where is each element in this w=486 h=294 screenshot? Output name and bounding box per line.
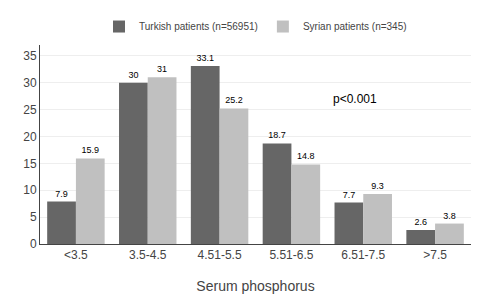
svg-text:14.8: 14.8 [297,151,315,161]
svg-text:15: 15 [23,157,37,171]
svg-text:20: 20 [23,130,37,144]
svg-text:10: 10 [23,183,37,197]
svg-text:9.3: 9.3 [371,181,384,191]
svg-text:25.2: 25.2 [225,95,243,105]
svg-text:30: 30 [128,70,138,80]
svg-text:15.9: 15.9 [82,145,100,155]
svg-text:25: 25 [23,103,37,117]
svg-text:>7.5: >7.5 [423,248,447,262]
svg-text:Serum phosphorus: Serum phosphorus [196,278,314,294]
svg-text:4.51-5.5: 4.51-5.5 [198,248,242,262]
svg-text:30: 30 [23,76,37,90]
svg-text:33.1: 33.1 [196,53,214,63]
svg-text:5.51-6.5: 5.51-6.5 [269,248,313,262]
svg-text:Syrian patients (n=345): Syrian patients (n=345) [303,21,407,32]
svg-text:31: 31 [157,64,167,74]
svg-text:3.5-4.5: 3.5-4.5 [129,248,167,262]
svg-text:18.7: 18.7 [268,130,286,140]
svg-text:p<0.001: p<0.001 [333,92,377,106]
svg-text:Turkish patients (n=56951): Turkish patients (n=56951) [139,21,258,32]
svg-text:5: 5 [30,210,37,224]
svg-text:3.8: 3.8 [443,211,456,221]
svg-text:0: 0 [30,237,37,251]
svg-text:7.7: 7.7 [343,190,356,200]
svg-text:<3.5: <3.5 [64,248,88,262]
svg-text:7.9: 7.9 [55,189,68,199]
svg-text:35: 35 [23,49,37,63]
svg-text:2.6: 2.6 [414,217,427,227]
svg-text:6.51-7.5: 6.51-7.5 [341,248,385,262]
